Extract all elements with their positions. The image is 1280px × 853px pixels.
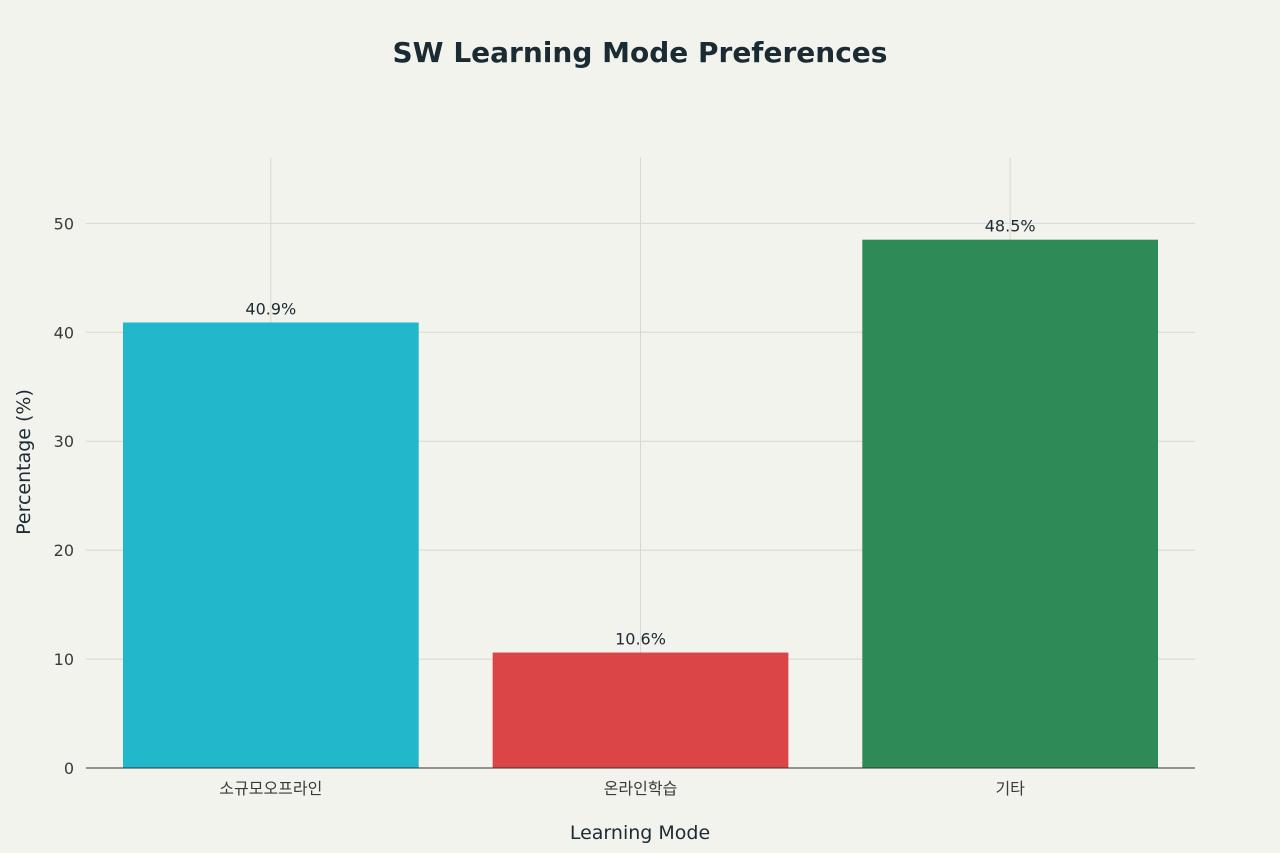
y-tick-label: 40 — [54, 323, 74, 342]
x-tick-label: 기타 — [995, 779, 1025, 798]
data-labels: 40.9% 10.6% 48.5% — [245, 217, 1035, 649]
y-tick-label: 20 — [54, 541, 74, 560]
y-tick-label: 10 — [54, 650, 74, 669]
bars — [122, 239, 1159, 769]
bar-data-label: 48.5% — [985, 217, 1036, 236]
x-tick-label: 온라인학습 — [604, 779, 678, 798]
y-tick-label: 30 — [54, 432, 74, 451]
bar-data-label: 10.6% — [615, 630, 666, 649]
bar — [122, 322, 419, 768]
x-axis-title: Learning Mode — [570, 822, 710, 844]
bar-data-label: 40.9% — [245, 299, 296, 318]
y-tick-label: 0 — [64, 759, 74, 778]
bar — [862, 239, 1159, 769]
y-axis-ticks: 0 10 20 30 40 50 — [54, 214, 74, 778]
chart-title: SW Learning Mode Preferences — [393, 36, 888, 69]
y-tick-label: 50 — [54, 214, 74, 233]
x-axis-ticks: 소규모오프라인 온라인학습 기타 — [219, 779, 1025, 798]
x-tick-label: 소규모오프라인 — [219, 779, 322, 798]
y-axis-title: Percentage (%) — [13, 389, 35, 535]
bar — [492, 652, 789, 768]
